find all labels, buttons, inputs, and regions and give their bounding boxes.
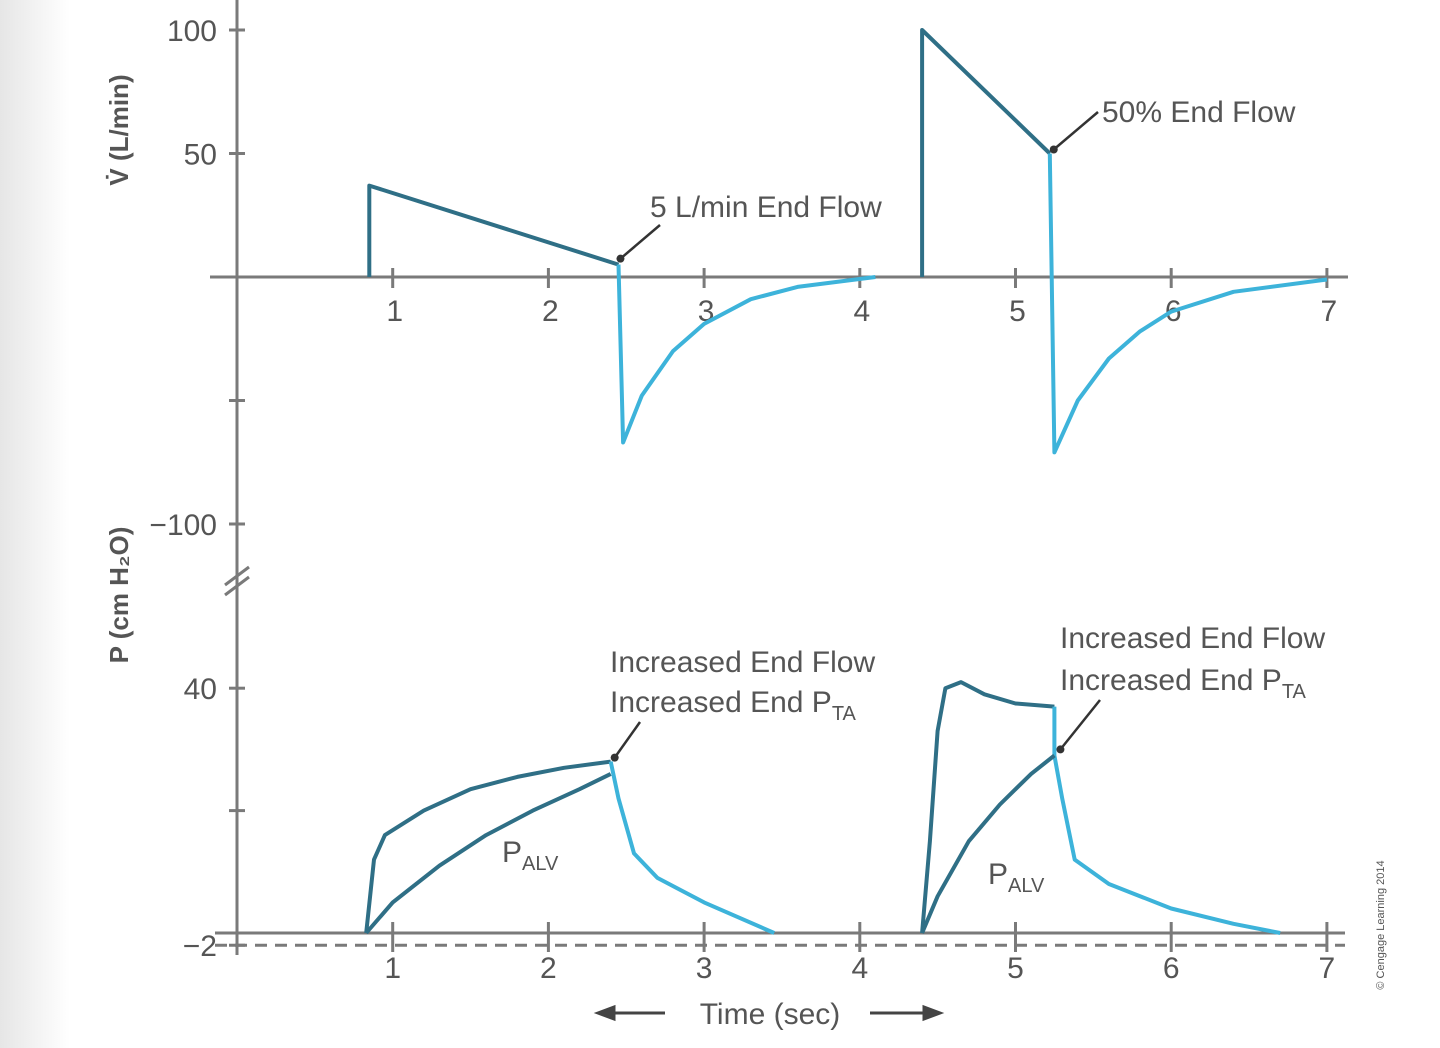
copyright: © Cengage Learning 2014 — [1375, 860, 1387, 989]
axis-break-mark — [224, 565, 250, 587]
pressure-palv-inspiration-curve — [920, 753, 1056, 934]
palv-label-1: PALV — [502, 836, 559, 875]
pressure-y-tick-label: 40 — [184, 673, 217, 706]
palv-label-2: PALV — [988, 858, 1045, 897]
leader-right-pta — [1059, 699, 1101, 751]
annotation-leaders — [610, 111, 1101, 762]
flow-expiration-curve — [616, 264, 876, 445]
pressure-airway-inspiration-curve — [920, 680, 1055, 934]
pressure-axis-label: P (cm H₂O) — [104, 527, 134, 664]
flow-axis-label: V̇ (L/min) — [104, 74, 134, 185]
flow-expiration-curve — [1047, 153, 1328, 455]
pressure-x-tick-label: 4 — [851, 952, 868, 985]
leader-5lmin — [619, 224, 661, 260]
flow-x-tick-label: 7 — [1321, 295, 1338, 328]
leader-50pct — [1052, 111, 1099, 151]
flow-x-tick-label: 4 — [853, 295, 870, 328]
pressure-airway-expiration-curve — [608, 761, 776, 935]
leader-left-pta-arrowhead — [610, 753, 619, 762]
pressure-airway-inspiration-curve — [364, 759, 611, 934]
pressure-x-tick-label: 2 — [540, 952, 557, 985]
flow-y-tick-label: −100 — [149, 509, 217, 542]
flow-inspiration-curve — [920, 28, 1052, 277]
annotation-right-increased-end-pta: Increased End PTA — [1060, 664, 1307, 703]
flow-x-tick-label: 1 — [386, 295, 403, 328]
annotation-left-increased-end-flow: Increased End Flow — [610, 646, 875, 679]
flow-x-tick-label: 2 — [542, 295, 559, 328]
pressure-x-tick-label: 1 — [384, 952, 401, 985]
axis-break-mark — [224, 575, 250, 597]
pressure-airway-expiration-curve — [1052, 706, 1281, 935]
curves — [364, 28, 1328, 935]
flow-inspiration-curve — [367, 183, 620, 277]
pressure-x-tick-label: 6 — [1163, 952, 1180, 985]
pressure-y-tick-label: −2 — [183, 930, 217, 963]
time-axis-label: Time (sec) — [700, 998, 841, 1031]
flow-y-tick-label: 50 — [184, 139, 217, 172]
pressure-palv-inspiration-curve — [364, 772, 612, 935]
annotation-5lmin-end-flow: 5 L/min End Flow — [650, 191, 882, 224]
pressure-x-tick-label: 7 — [1319, 952, 1336, 985]
annotation-left-increased-end-pta: Increased End PTA — [610, 686, 857, 725]
leader-5lmin-arrowhead — [616, 254, 625, 263]
flow-y-tick-label: 100 — [167, 15, 217, 48]
leader-right-pta-arrowhead — [1056, 745, 1065, 754]
leader-50pct-arrowhead — [1049, 145, 1058, 154]
flow-x-tick-label: 5 — [1009, 295, 1026, 328]
annotation-right-increased-end-flow: Increased End Flow — [1060, 622, 1325, 655]
annotation-50pct-end-flow: 50% End Flow — [1102, 96, 1296, 129]
pressure-x-tick-label: 3 — [696, 952, 713, 985]
leader-left-pta — [613, 721, 642, 759]
pressure-x-tick-label: 5 — [1007, 952, 1024, 985]
time-arrows — [593, 1004, 945, 1022]
page-edge-shadow — [0, 0, 70, 1048]
